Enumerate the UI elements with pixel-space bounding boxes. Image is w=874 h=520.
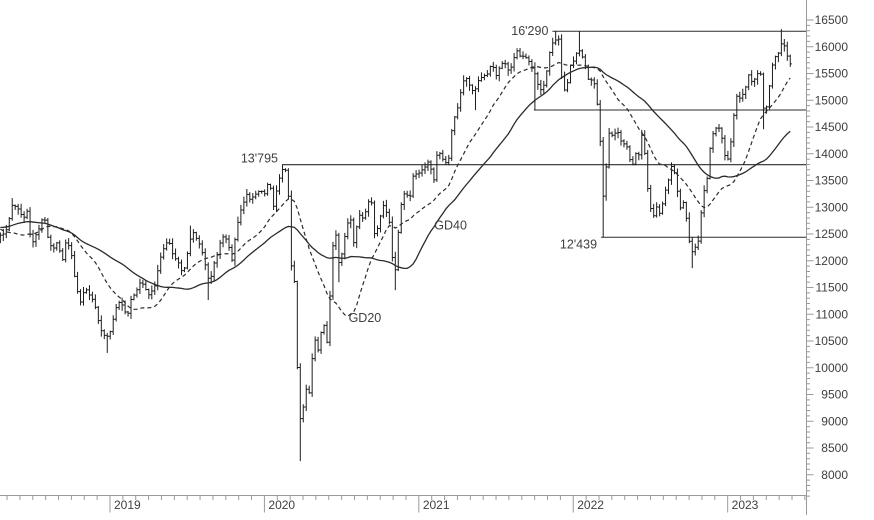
y-axis-label-13000: 13000 [815,200,849,214]
y-axis-label-10500: 10500 [815,334,849,348]
x-axis-label-2019: 2019 [114,498,141,512]
y-axis-label-12500: 12500 [815,227,849,241]
x-axis: 2019 2020 2021 2022 2023 [0,495,807,513]
x-axis-label-2023: 2023 [732,498,759,512]
x-axis-label-2020: 2020 [268,498,295,512]
y-axis-label-12000: 12000 [815,254,849,268]
y-axis-label-16500: 16500 [815,13,849,27]
y-axis-label-15000: 15000 [815,93,849,107]
gd20-line [0,61,791,317]
ma-labels: GD40 GD20 [349,218,467,325]
y-axis-label-14000: 14000 [815,147,849,161]
gd40-label: GD40 [434,218,467,232]
y-axis-label-13500: 13500 [815,174,849,188]
gd40-line [0,66,791,290]
level-label-12439: 12'439 [560,237,597,251]
x-axis-label-2021: 2021 [423,498,450,512]
y-axis-label-11500: 11500 [816,281,849,295]
level-label-13795: 13'795 [241,152,278,166]
y-axis-label-8500: 8500 [821,441,848,455]
y-axis-label-11000: 11000 [816,307,849,321]
y-axis-label-15500: 15500 [815,67,849,81]
y-axis-label-10000: 10000 [815,361,849,375]
y-axis-label-16000: 16000 [815,40,849,54]
y-axis-label-14500: 14500 [815,120,849,134]
chart-plot-area[interactable]: 16'290 13'795 12'439 GD40 GD20 [0,24,806,462]
y-axis-label-8000: 8000 [821,468,848,482]
level-labels: 16'290 13'795 12'439 [241,24,597,251]
y-axis: 16500 16000 15500 15000 14500 14000 13500 13000… [806,0,849,515]
y-axis-label-9500: 9500 [821,388,848,402]
level-label-16290: 16'290 [511,24,548,38]
x-axis-label-2022: 2022 [577,498,604,512]
y-axis-label-9000: 9000 [821,414,848,428]
level-lines [282,30,806,238]
gd20-label: GD20 [349,311,382,325]
ohlc-bars [0,29,792,462]
